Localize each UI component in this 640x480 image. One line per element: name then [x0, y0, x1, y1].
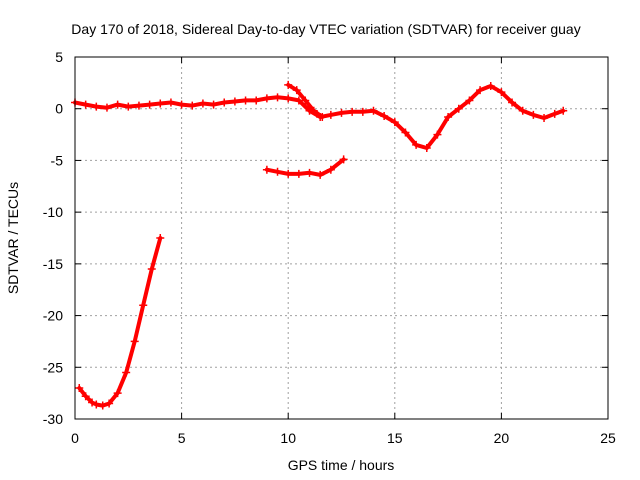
data-point [294, 169, 303, 178]
y-tick-label: -10 [43, 204, 63, 220]
data-point [147, 265, 156, 274]
y-tick-label: -20 [43, 308, 63, 324]
data-point [284, 94, 293, 103]
data-point [262, 94, 271, 103]
x-tick-label: 0 [71, 430, 79, 446]
data-point [486, 81, 495, 90]
data-point [380, 111, 389, 120]
data-point [422, 144, 431, 153]
y-tick-label: -5 [51, 152, 64, 168]
data-point [444, 112, 453, 121]
data-point [318, 112, 327, 121]
data-point [134, 101, 143, 110]
data-point [230, 97, 239, 106]
series-track-3 [262, 155, 348, 179]
data-point [305, 168, 314, 177]
y-tick-label: 5 [55, 49, 63, 65]
data-point [92, 400, 101, 409]
data-point [188, 101, 197, 110]
data-point [209, 100, 218, 109]
data-point [273, 167, 282, 176]
data-point [540, 114, 549, 123]
data-point [476, 86, 485, 95]
data-point [412, 140, 421, 149]
data-point [518, 106, 527, 115]
x-tick-label: 20 [494, 430, 510, 446]
data-point [156, 99, 165, 108]
data-point [316, 170, 325, 179]
data-point [198, 99, 207, 108]
data-point [139, 301, 148, 310]
x-tick-label: 15 [387, 430, 403, 446]
data-point [166, 98, 175, 107]
data-point [529, 110, 538, 119]
data-point [284, 169, 293, 178]
plot-frame [74, 56, 609, 420]
data-point [497, 88, 506, 97]
data-point [81, 392, 90, 401]
data-point [241, 96, 250, 105]
data-point [401, 128, 410, 137]
x-tick-label: 10 [280, 430, 296, 446]
series-trace [264, 157, 346, 177]
data-point [88, 398, 97, 407]
data-point [113, 100, 122, 109]
data-point [145, 100, 154, 109]
data-point [252, 96, 261, 105]
y-tick-label: -25 [43, 359, 63, 375]
data-point [156, 234, 165, 242]
data-point [122, 368, 131, 377]
x-tick-label: 5 [178, 430, 186, 446]
data-point [433, 130, 442, 139]
data-point [358, 107, 367, 116]
data-point [559, 106, 568, 115]
data-point [369, 106, 378, 115]
data-point [550, 109, 559, 118]
data-point [454, 104, 463, 113]
chart-title: Day 170 of 2018, Sidereal Day-to-day VTE… [71, 21, 580, 37]
x-axis-label: GPS time / hours [288, 457, 395, 473]
data-point [262, 165, 271, 174]
data-point [102, 103, 111, 112]
data-point [273, 93, 282, 102]
data-point [326, 165, 335, 174]
x-tick-label: 25 [600, 430, 616, 446]
data-point [301, 96, 310, 105]
series-trace [77, 236, 163, 408]
x-axis-ticks: 0 5 10 15 20 25 [71, 57, 616, 446]
data-point [326, 110, 335, 119]
y-tick-label: 0 [55, 101, 63, 117]
data-point [81, 100, 90, 109]
data-point [124, 102, 133, 111]
series-track-4 [75, 234, 165, 410]
data-point [465, 96, 474, 105]
data-point [292, 86, 301, 95]
data-point [75, 383, 84, 392]
data-point [390, 118, 399, 127]
data-point [98, 401, 107, 410]
data-point [130, 337, 139, 346]
y-axis-label: SDTVAR / TECUs [5, 182, 21, 294]
data-point [177, 100, 186, 109]
data-point [508, 98, 517, 107]
data-points [71, 80, 568, 410]
data-point [92, 102, 101, 111]
y-tick-label: -15 [43, 256, 63, 272]
series-track-2 [284, 80, 327, 121]
y-tick-label: -30 [43, 411, 63, 427]
data-point [284, 80, 293, 89]
data-point [113, 389, 122, 398]
y-axis-ticks: 5 0 -5 -10 -15 -20 -25 -30 [43, 49, 608, 427]
data-point [220, 98, 229, 107]
data-point [339, 155, 348, 164]
data-point [348, 107, 357, 116]
data-point [105, 399, 114, 408]
data-point [337, 108, 346, 117]
data-point [309, 106, 318, 115]
